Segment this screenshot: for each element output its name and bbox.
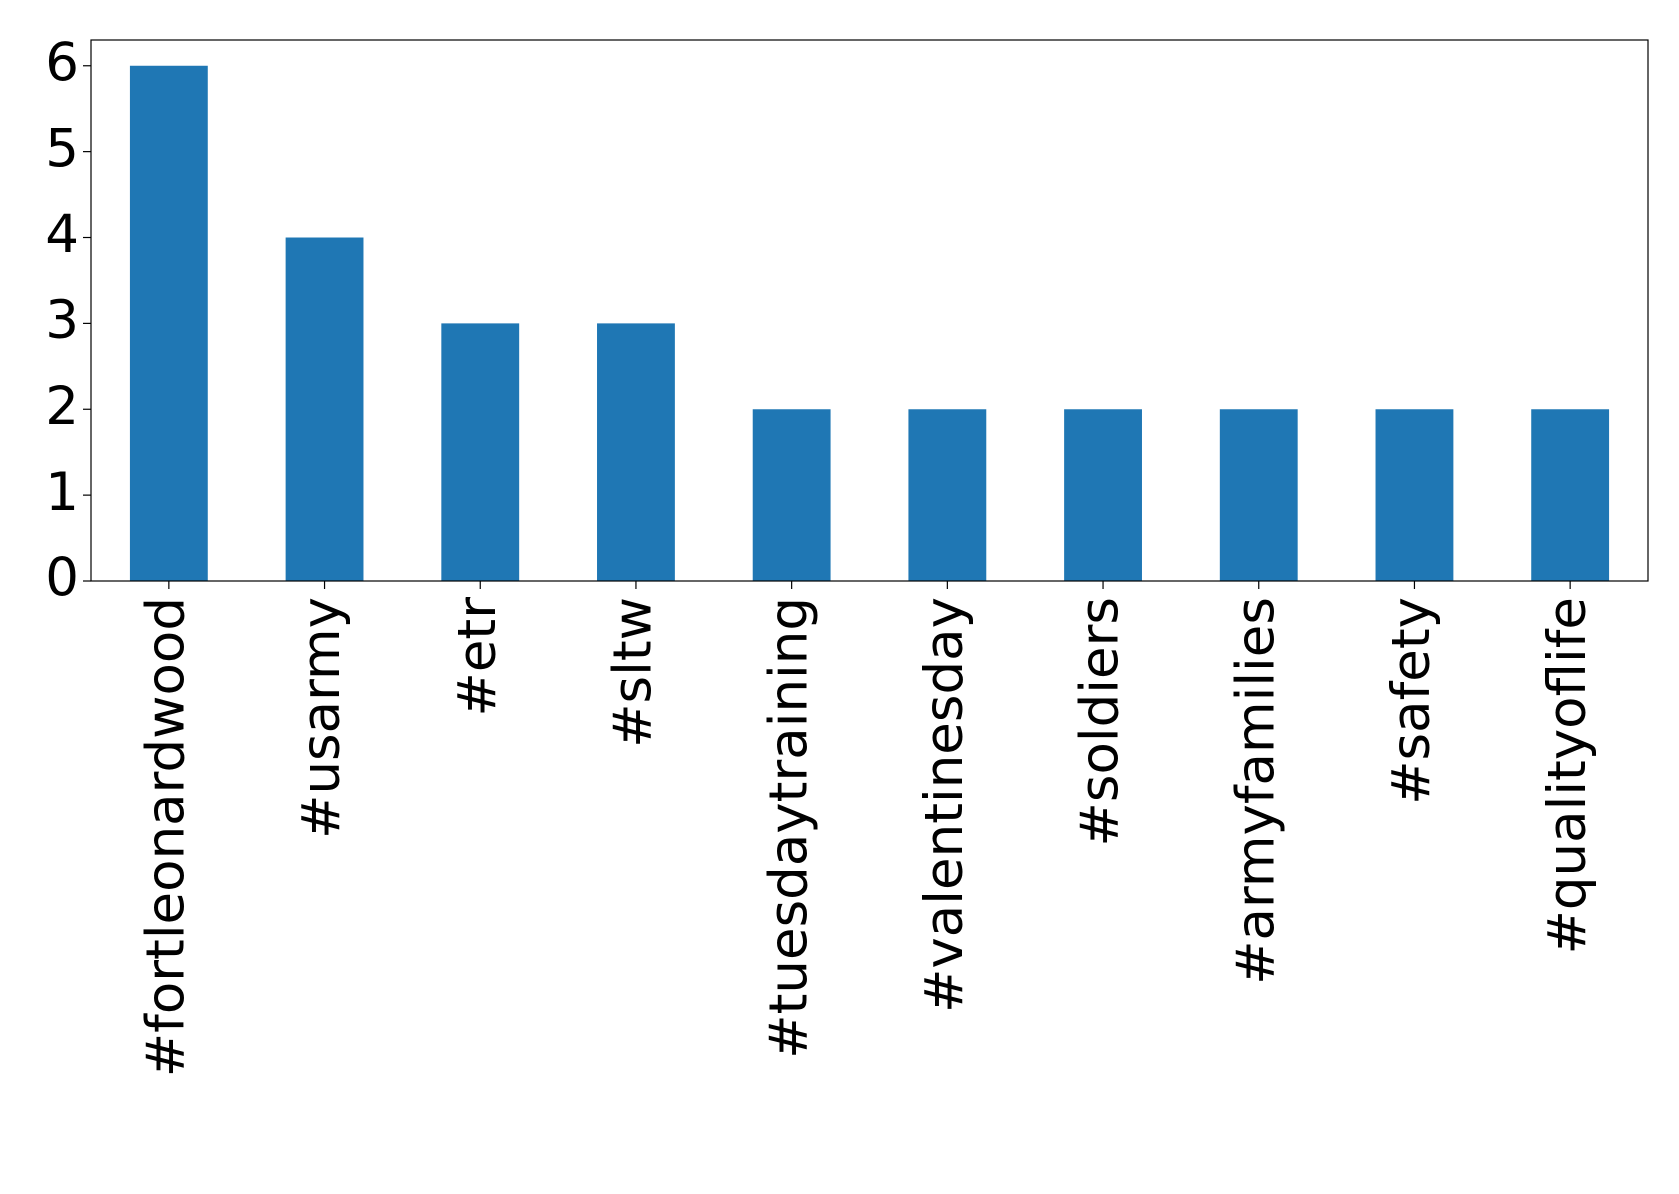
bar — [285, 237, 364, 581]
bar — [908, 409, 987, 581]
x-tick-label: #valentinesday — [914, 597, 975, 1013]
x-tick-label: #safety — [1381, 597, 1442, 805]
x-tick-label: #tuesdaytraining — [758, 597, 819, 1059]
x-tick-label: #usarmy — [291, 597, 352, 839]
y-tick-label: 6 — [45, 32, 79, 93]
y-tick-label: 0 — [45, 548, 79, 609]
y-tick-label: 1 — [45, 462, 79, 523]
bar — [441, 323, 520, 581]
bar — [1064, 409, 1142, 581]
bar — [1531, 409, 1610, 581]
x-tick-label: #etr — [447, 597, 508, 717]
bar — [752, 409, 831, 581]
x-tick-label: #soldiers — [1070, 597, 1131, 847]
bar — [1219, 409, 1298, 581]
y-tick-label: 2 — [45, 376, 79, 437]
bar — [1375, 409, 1454, 581]
x-tick-label: #sltw — [603, 597, 664, 748]
x-tick-label: #qualityoflife — [1537, 597, 1598, 955]
x-tick-label: #armyfamilies — [1225, 597, 1286, 985]
x-tick-label: #fortleonardwood — [135, 597, 196, 1077]
bar — [597, 323, 675, 581]
bar — [129, 65, 208, 581]
y-tick-label: 3 — [45, 290, 79, 351]
plot-frame — [90, 39, 1649, 582]
y-tick-label: 5 — [45, 118, 79, 179]
y-tick-label: 4 — [45, 204, 79, 265]
